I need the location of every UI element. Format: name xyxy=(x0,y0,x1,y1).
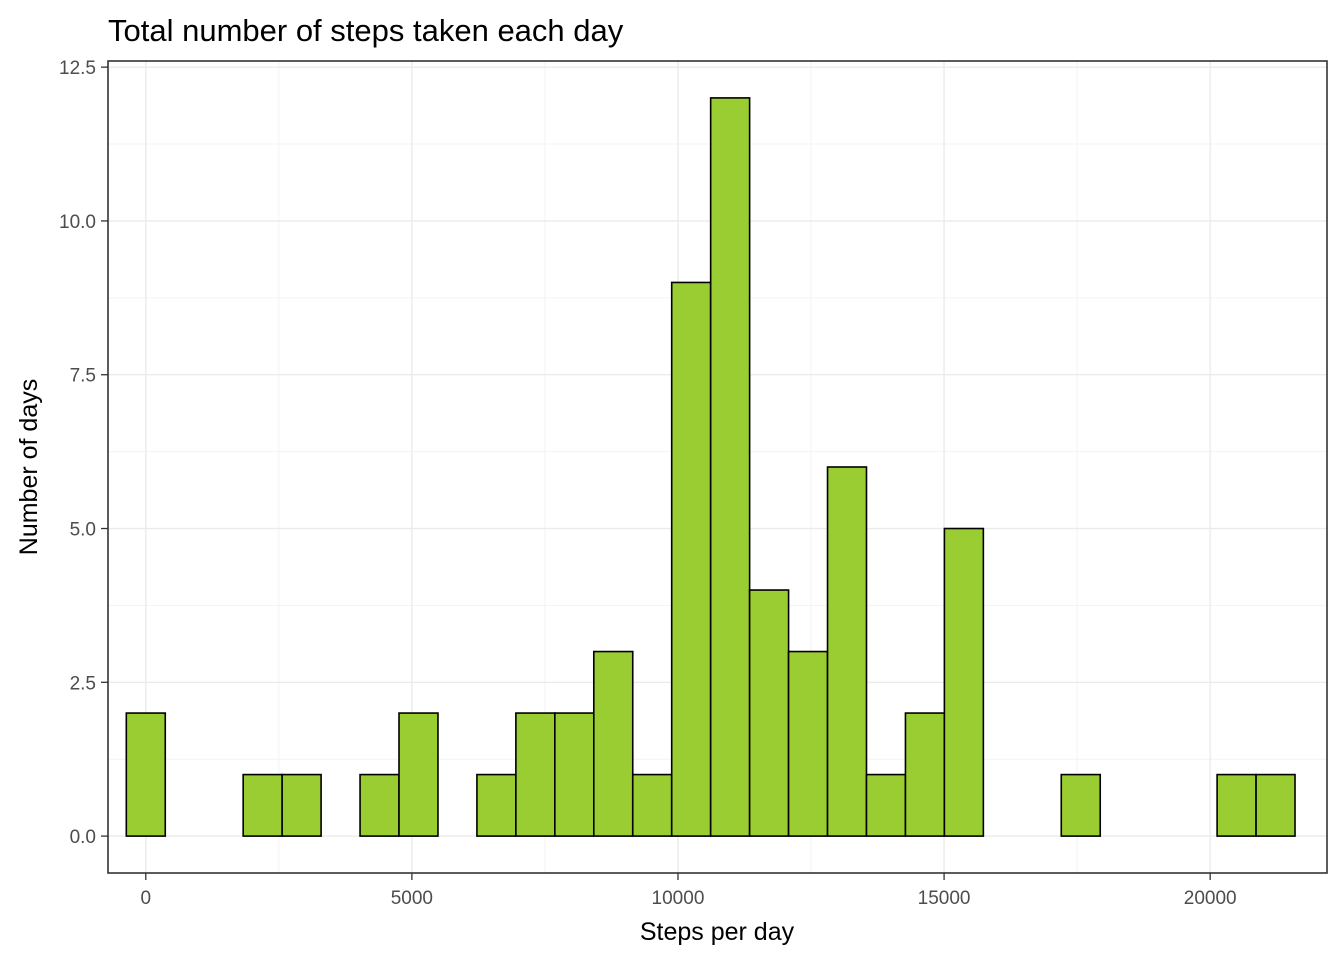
histogram-bar xyxy=(242,773,283,837)
histogram-bar xyxy=(943,527,985,837)
histogram-bar xyxy=(476,773,517,837)
x-tick-label: 0 xyxy=(140,888,151,909)
histogram-bar xyxy=(1216,773,1257,837)
x-tick-label: 15000 xyxy=(918,888,971,909)
y-tick-label: 7.5 xyxy=(70,366,96,387)
histogram-bar xyxy=(670,281,712,837)
histogram-bar xyxy=(1060,773,1102,837)
histogram-bar xyxy=(865,773,907,837)
y-tick-label: 10.0 xyxy=(59,212,96,233)
histogram-bar xyxy=(125,712,167,837)
histogram-bars xyxy=(125,97,1296,837)
x-tick-label: 20000 xyxy=(1184,888,1237,909)
histogram-bar xyxy=(592,650,634,837)
histogram-bar xyxy=(826,466,868,837)
y-tick-label: 12.5 xyxy=(59,58,96,79)
histogram-bar xyxy=(359,773,400,837)
histogram-bar xyxy=(281,773,322,837)
plot-panel-border xyxy=(107,60,1328,874)
y-tick-label: 5.0 xyxy=(70,520,96,541)
x-tick-label: 5000 xyxy=(391,888,433,909)
histogram-bar xyxy=(398,712,439,837)
y-tick-label: 0.0 xyxy=(70,827,96,848)
histogram-bar xyxy=(787,650,829,837)
histogram-bar xyxy=(748,589,790,837)
y-tick-label: 2.5 xyxy=(70,673,96,694)
histogram-bar xyxy=(515,712,556,837)
histogram-bar xyxy=(709,97,751,837)
histogram-bar xyxy=(554,712,595,837)
histogram-bar xyxy=(904,712,946,837)
y-axis-label: Number of days xyxy=(15,379,43,555)
x-axis-label: Steps per day xyxy=(640,918,795,946)
y-axis: 0.0 2.5 5.0 7.5 10.0 12.5 xyxy=(59,58,108,848)
histogram-bar xyxy=(1255,773,1296,837)
chart-title: Total number of steps taken each day xyxy=(108,13,624,48)
histogram-bar xyxy=(631,773,673,837)
x-axis: 0 5000 10000 15000 20000 xyxy=(140,873,1237,909)
x-tick-label: 10000 xyxy=(652,888,705,909)
